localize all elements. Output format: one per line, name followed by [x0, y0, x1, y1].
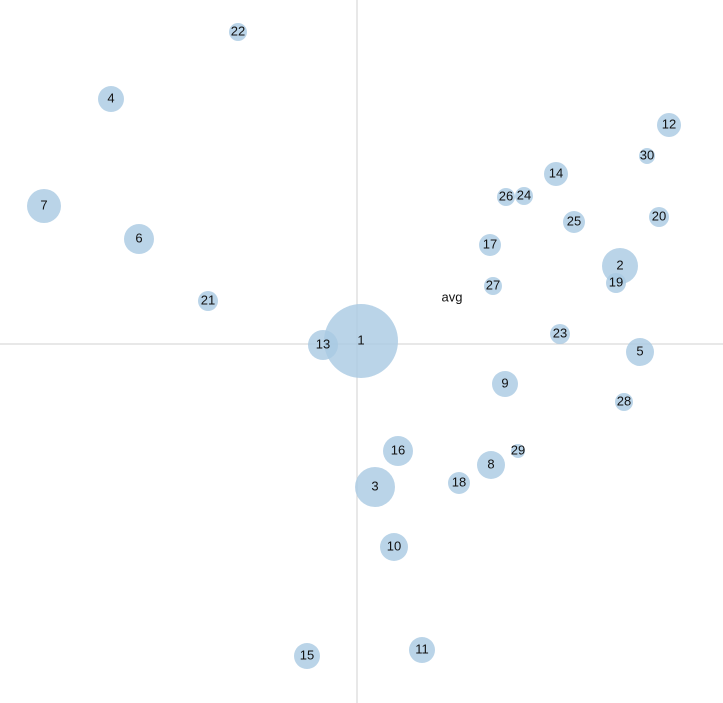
bubble-label: 15 — [300, 647, 314, 662]
bubble — [497, 188, 515, 206]
bubble — [626, 338, 654, 366]
bubble — [563, 211, 585, 233]
bubble — [649, 207, 669, 227]
bubble-label: 4 — [107, 90, 114, 105]
bubble — [308, 330, 338, 360]
bubble-label: 16 — [391, 442, 405, 457]
bubble — [544, 162, 568, 186]
bubble — [355, 467, 395, 507]
bubble-label: 21 — [201, 292, 215, 307]
bubble-label: 27 — [486, 277, 500, 292]
bubble-label: 20 — [652, 208, 666, 223]
bubble — [27, 189, 61, 223]
bubble-label: 17 — [483, 236, 497, 251]
bubble — [657, 113, 681, 137]
bubble — [550, 324, 570, 344]
bubble — [124, 224, 154, 254]
annotation: avg — [442, 289, 463, 304]
bubble — [324, 304, 398, 378]
bubble-label: 25 — [567, 213, 581, 228]
bubble — [639, 148, 655, 164]
bubble-label: 23 — [553, 325, 567, 340]
bubble-label: 14 — [549, 165, 563, 180]
bubble — [511, 444, 525, 458]
bubble — [98, 86, 124, 112]
bubble-label: 7 — [40, 197, 47, 212]
bubble-label: 1 — [357, 332, 364, 347]
bubble — [380, 533, 408, 561]
bubble — [409, 637, 435, 663]
bubble — [492, 371, 518, 397]
bubble-label: 22 — [231, 23, 245, 38]
bubble-label: 29 — [511, 442, 525, 457]
bubble-label: 6 — [135, 230, 142, 245]
bubble-label: 9 — [501, 375, 508, 390]
bubble — [198, 291, 218, 311]
bubble — [294, 643, 320, 669]
bubble-label: 19 — [609, 274, 623, 289]
bubble — [477, 451, 505, 479]
bubble-label: 13 — [316, 336, 330, 351]
bubble-label: 30 — [640, 147, 654, 162]
bubble-label: 5 — [636, 343, 643, 358]
bubble-label: 8 — [487, 456, 494, 471]
bubble-label: 10 — [387, 538, 401, 553]
bubble-label: 2 — [616, 257, 623, 272]
bubble — [515, 187, 533, 205]
bubble — [229, 23, 247, 41]
bubble-label: 3 — [371, 478, 378, 493]
bubble — [383, 436, 413, 466]
bubble-label: 12 — [662, 116, 676, 131]
bubble — [615, 393, 633, 411]
bubble — [448, 472, 470, 494]
bubble — [606, 273, 626, 293]
bubble — [484, 277, 502, 295]
bubble-label: 28 — [617, 393, 631, 408]
bubble — [479, 234, 501, 256]
bubble-label: 26 — [499, 188, 513, 203]
bubble-label: 18 — [452, 474, 466, 489]
bubble-label: 11 — [415, 641, 429, 656]
bubble-label: 24 — [517, 187, 531, 202]
